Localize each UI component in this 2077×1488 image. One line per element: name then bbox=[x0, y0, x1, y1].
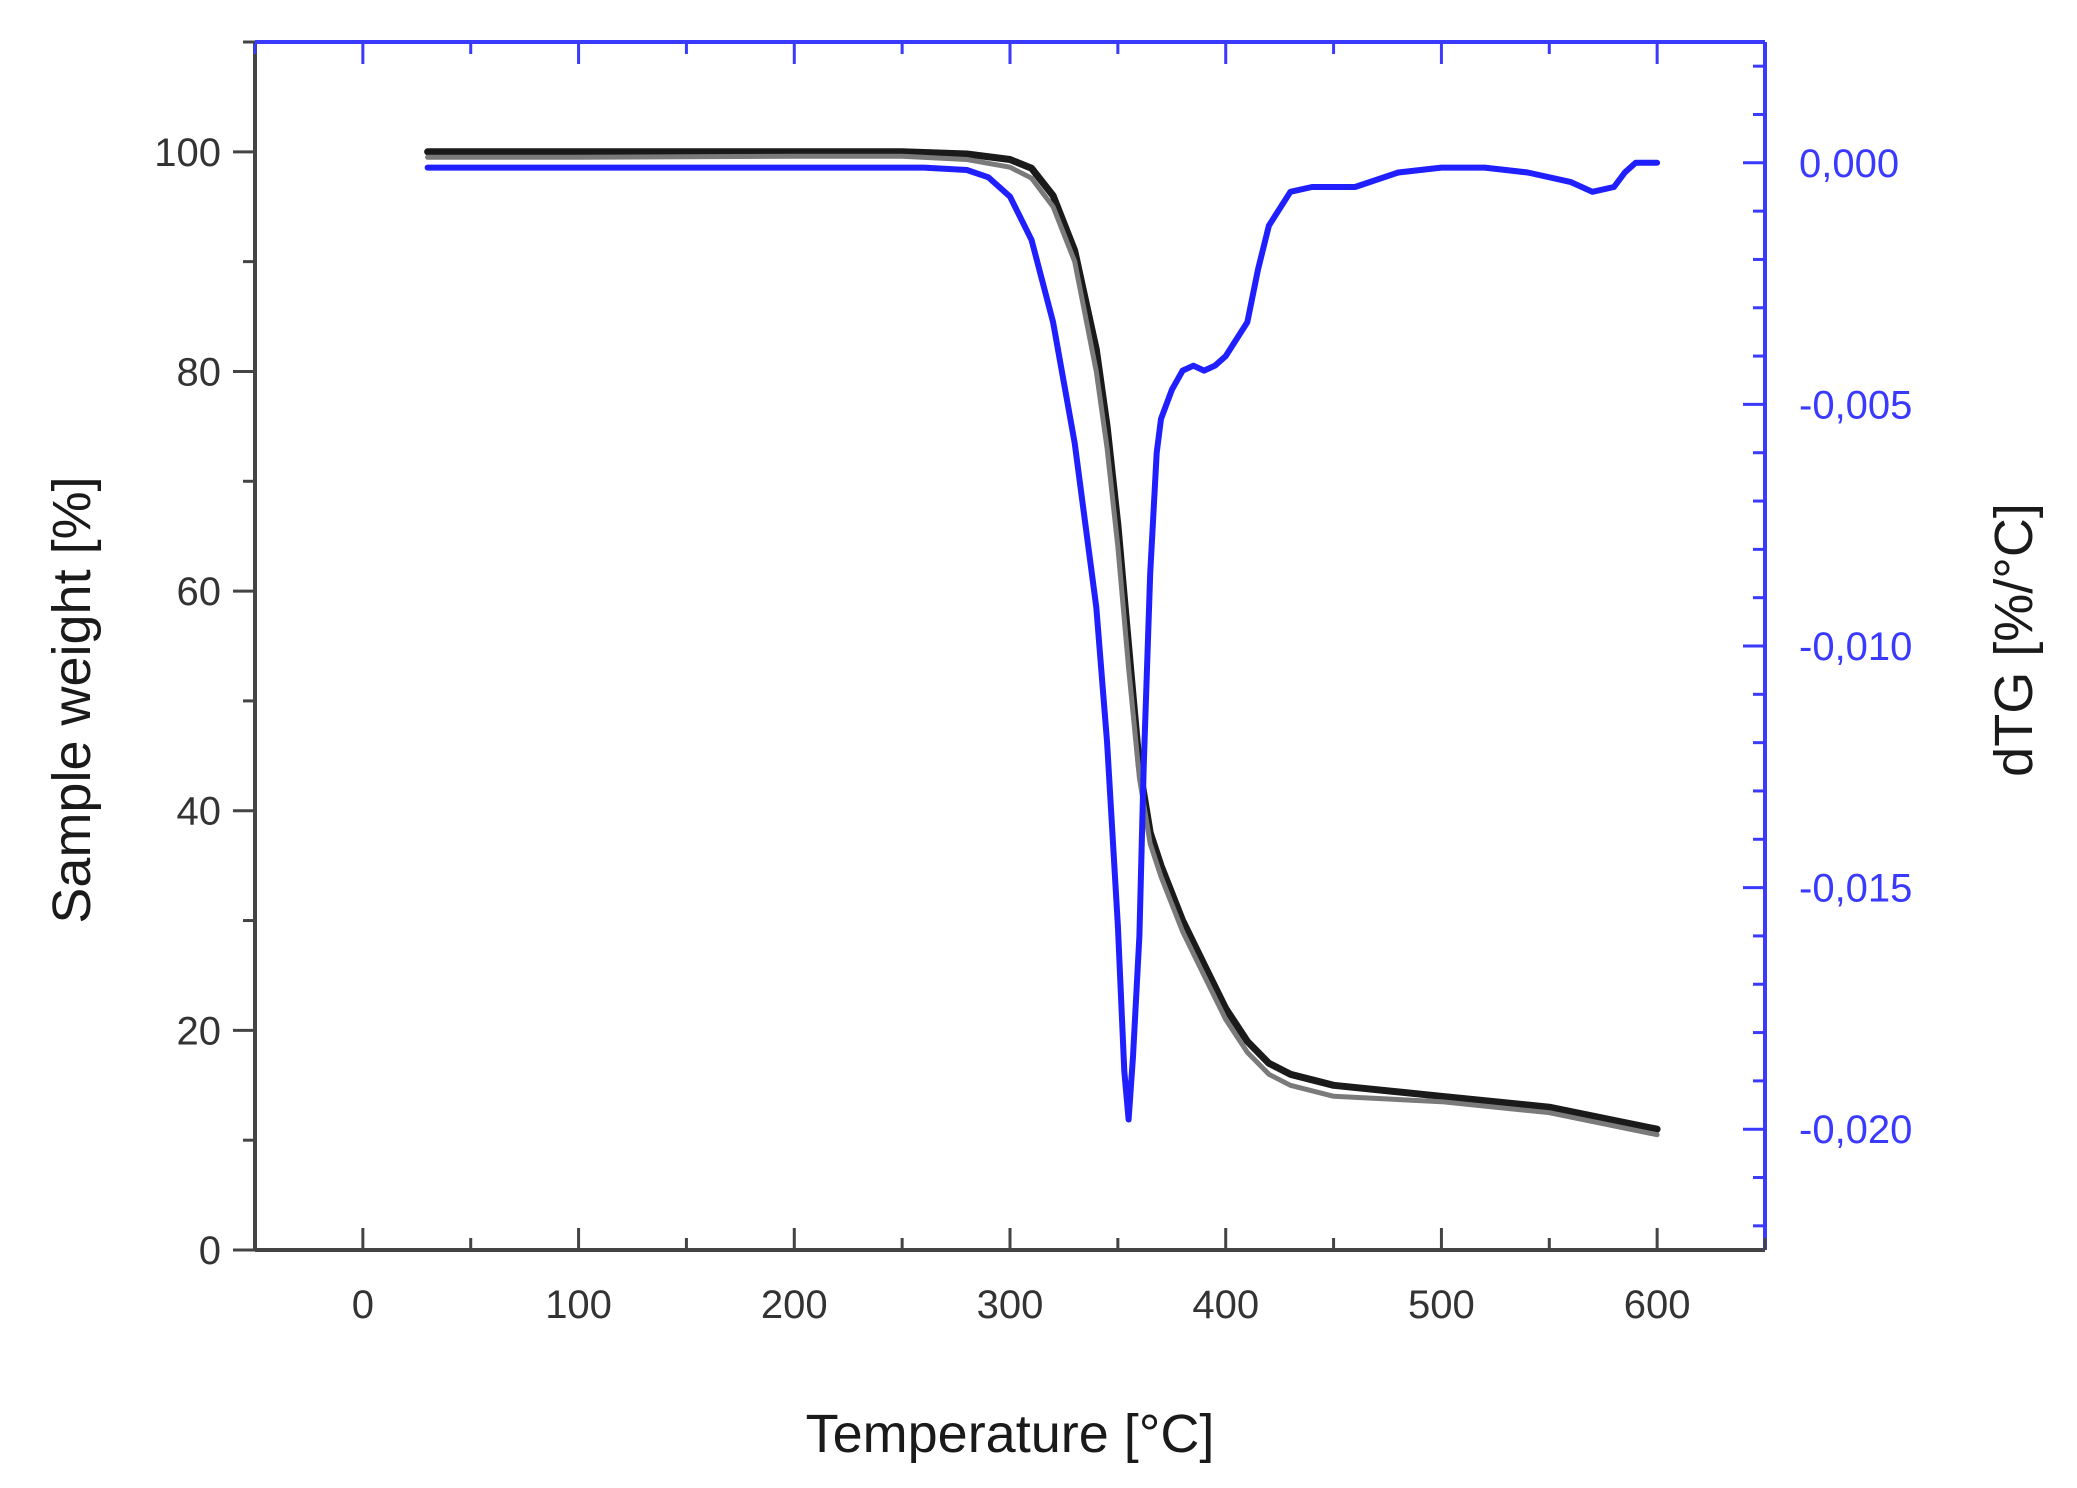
series-layer bbox=[424, 148, 1661, 1138]
plot-frame bbox=[253, 40, 1767, 1252]
y-axis-ticks: 0 20 40 60 80 100 bbox=[154, 40, 255, 1273]
x-tick-label: 300 bbox=[977, 1283, 1044, 1327]
x-axis-title: Temperature [°C] bbox=[806, 1404, 1215, 1464]
weight-curve-1 bbox=[424, 148, 1661, 1133]
y-tick-label: 40 bbox=[177, 790, 222, 834]
y-tick-label: 80 bbox=[177, 350, 222, 394]
x-tick-label: 400 bbox=[1192, 1283, 1259, 1327]
y-axis-title: Sample weight [%] bbox=[42, 476, 102, 923]
y2-axis-title: dTG [%/°C] bbox=[1984, 503, 2044, 777]
y-tick-label: 60 bbox=[177, 570, 222, 614]
weight-curve-2 bbox=[425, 153, 1660, 1138]
y-tick-label: 0 bbox=[199, 1229, 221, 1273]
y-tick-label: 20 bbox=[177, 1009, 222, 1053]
x-tick-label: 600 bbox=[1624, 1283, 1691, 1327]
x-tick-label: 200 bbox=[761, 1283, 828, 1327]
y2-tick-label: -0,015 bbox=[1799, 867, 1912, 911]
x-axis-ticks: 0 100 200 300 400 500 600 bbox=[253, 42, 1767, 1327]
y2-tick-label: 0,000 bbox=[1799, 142, 1899, 186]
x-tick-label: 500 bbox=[1408, 1283, 1475, 1327]
y2-tick-label: -0,020 bbox=[1799, 1108, 1912, 1152]
y2-tick-label: -0,010 bbox=[1799, 625, 1912, 669]
y-tick-label: 100 bbox=[154, 131, 221, 175]
y2-axis-ticks: 0,000 -0,005 -0,010 -0,015 -0,020 bbox=[1743, 64, 1912, 1228]
x-tick-label: 100 bbox=[545, 1283, 612, 1327]
y2-tick-label: -0,005 bbox=[1799, 383, 1912, 427]
x-tick-label: 0 bbox=[352, 1283, 374, 1327]
dtg-curve bbox=[424, 159, 1661, 1123]
